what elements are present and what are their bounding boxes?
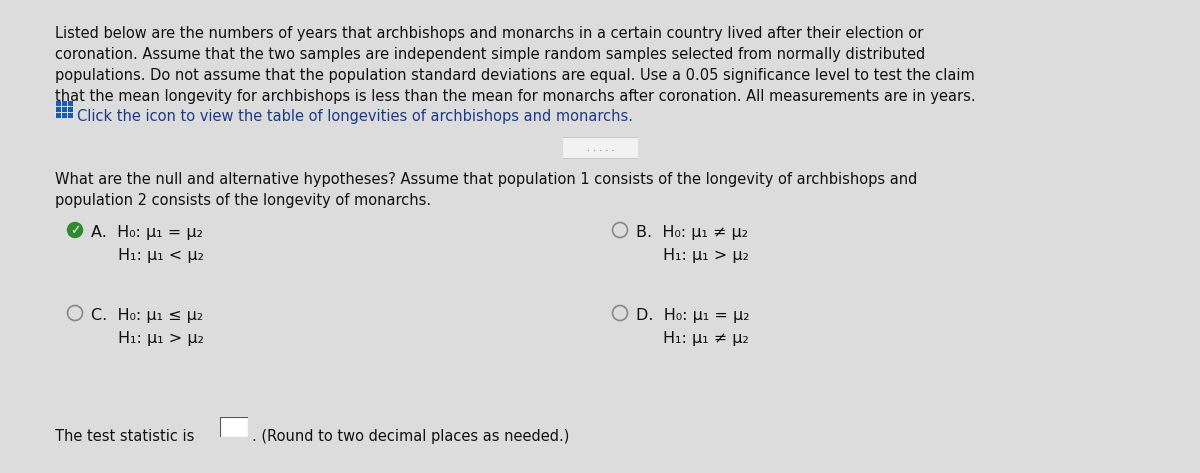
- Bar: [55, 100, 61, 105]
- Bar: [55, 113, 61, 118]
- Text: H₁: μ₁ ≠ μ₂: H₁: μ₁ ≠ μ₂: [662, 331, 749, 346]
- Bar: [67, 113, 73, 118]
- Bar: [61, 113, 67, 118]
- Bar: [61, 100, 67, 105]
- Text: coronation. Assume that the two samples are independent simple random samples se: coronation. Assume that the two samples …: [55, 47, 925, 62]
- Text: populations. Do not assume that the population standard deviations are equal. Us: populations. Do not assume that the popu…: [55, 68, 974, 83]
- FancyBboxPatch shape: [560, 137, 641, 159]
- Text: B.  H₀: μ₁ ≠ μ₂: B. H₀: μ₁ ≠ μ₂: [636, 225, 748, 240]
- Text: H₁: μ₁ < μ₂: H₁: μ₁ < μ₂: [118, 248, 204, 263]
- Text: H₁: μ₁ > μ₂: H₁: μ₁ > μ₂: [118, 331, 204, 346]
- Bar: [67, 100, 73, 105]
- Text: H₁: μ₁ > μ₂: H₁: μ₁ > μ₂: [662, 248, 749, 263]
- Text: Click the icon to view the table of longevities of archbishops and monarchs.: Click the icon to view the table of long…: [77, 109, 634, 124]
- Text: ✓: ✓: [70, 224, 80, 237]
- Text: C.  H₀: μ₁ ≤ μ₂: C. H₀: μ₁ ≤ μ₂: [91, 308, 203, 323]
- Text: . (Round to two decimal places as needed.): . (Round to two decimal places as needed…: [252, 429, 569, 444]
- Text: that the mean longevity for archbishops is less than the mean for monarchs after: that the mean longevity for archbishops …: [55, 89, 976, 104]
- Bar: [67, 106, 73, 112]
- Bar: [61, 106, 67, 112]
- Text: . . . . .: . . . . .: [587, 143, 614, 153]
- Text: A.  H₀: μ₁ = μ₂: A. H₀: μ₁ = μ₂: [91, 225, 203, 240]
- Text: The test statistic is: The test statistic is: [55, 429, 194, 444]
- Circle shape: [67, 222, 83, 237]
- Text: population 2 consists of the longevity of monarchs.: population 2 consists of the longevity o…: [55, 193, 431, 208]
- Bar: [55, 106, 61, 112]
- Text: D.  H₀: μ₁ = μ₂: D. H₀: μ₁ = μ₂: [636, 308, 750, 323]
- Text: Listed below are the numbers of years that archbishops and monarchs in a certain: Listed below are the numbers of years th…: [55, 26, 923, 41]
- Text: What are the null and alternative hypotheses? Assume that population 1 consists : What are the null and alternative hypoth…: [55, 172, 917, 187]
